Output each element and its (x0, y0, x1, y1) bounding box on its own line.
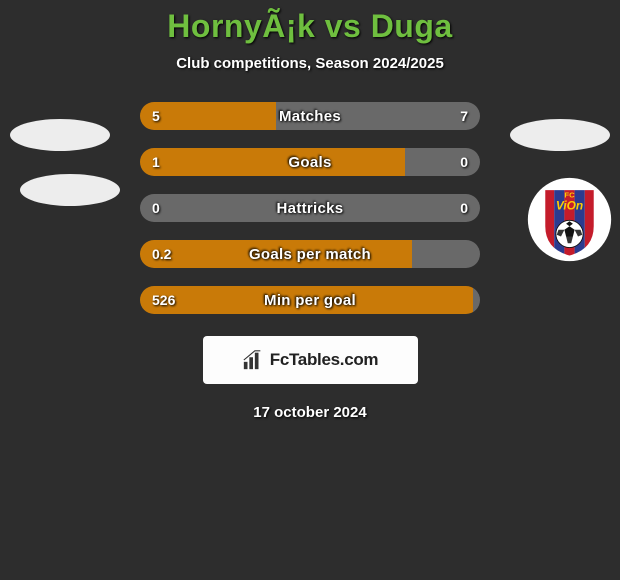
subtitle: Club competitions, Season 2024/2025 (0, 55, 620, 72)
attribution-badge: FcTables.com (203, 336, 418, 384)
date-text: 17 october 2024 (0, 404, 620, 421)
metric-row-goals: Goals10 (140, 148, 480, 176)
bar-right-fill (473, 286, 480, 314)
player-right-photo-placeholder (510, 119, 610, 151)
bar-left-fill (140, 240, 412, 268)
bar-left-fill (140, 148, 405, 176)
player-left-photo-placeholder-2 (20, 174, 120, 206)
club-logo-text: ViOn (556, 198, 583, 212)
bar-chart-icon (242, 349, 264, 371)
bar-right-fill (405, 148, 480, 176)
bar-right-fill (276, 102, 480, 130)
bar-right-fill (412, 240, 480, 268)
player-left-photo-placeholder-1 (10, 119, 110, 151)
attribution-text: FcTables.com (270, 350, 379, 370)
club-logo-right: FC ViOn (527, 177, 612, 262)
metric-row-hattricks: Hattricks00 (140, 194, 480, 222)
metric-row-goals-per-match: Goals per match0.2 (140, 240, 480, 268)
bar-right-fill (140, 194, 480, 222)
bar-left-fill (140, 102, 276, 130)
metric-row-min-per-goal: Min per goal526 (140, 286, 480, 314)
metric-row-matches: Matches57 (140, 102, 480, 130)
page-title: HornyÃ¡k vs Duga (0, 0, 620, 45)
bar-left-fill (140, 286, 473, 314)
